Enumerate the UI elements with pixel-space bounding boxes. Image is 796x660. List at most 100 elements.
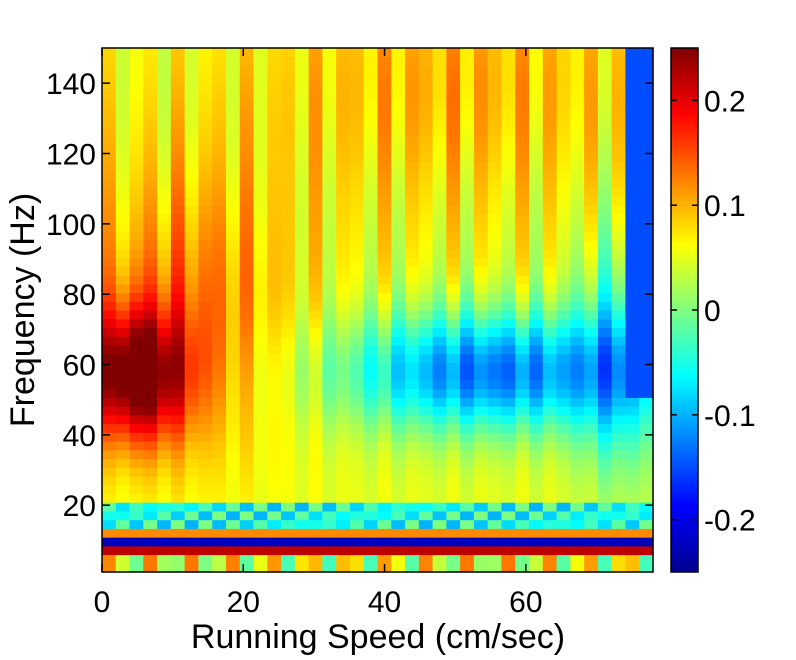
- heatmap-cell: [198, 213, 213, 224]
- heatmap-cell: [460, 502, 475, 512]
- heatmap-cell: [184, 510, 200, 521]
- heatmap-cell: [157, 362, 172, 372]
- heatmap-cell: [143, 327, 158, 337]
- heatmap-cell: [611, 449, 627, 460]
- heatmap-cell: [267, 484, 282, 494]
- heatmap-cell: [460, 213, 475, 224]
- heatmap-cell: [597, 82, 613, 93]
- heatmap-cell: [184, 205, 200, 215]
- heatmap-cell: [308, 467, 323, 477]
- heatmap-cell: [446, 109, 461, 119]
- heatmap-cell: [515, 545, 530, 556]
- heatmap-cell: [253, 502, 268, 512]
- heatmap-cell: [308, 519, 323, 529]
- heatmap-cell: [405, 161, 420, 171]
- heatmap-cell: [611, 423, 627, 433]
- heatmap-cell: [115, 484, 131, 494]
- heatmap-cell: [487, 240, 503, 250]
- heatmap-cell: [349, 126, 365, 136]
- heatmap-cell: [143, 563, 158, 573]
- heatmap-cell: [446, 467, 461, 477]
- heatmap-cell: [363, 475, 379, 486]
- heatmap-cell: [611, 554, 627, 564]
- heatmap-cell: [170, 510, 186, 521]
- heatmap-cell: [129, 318, 144, 329]
- heatmap-cell: [198, 318, 213, 329]
- heatmap-cell: [170, 554, 186, 564]
- heatmap-cell: [336, 371, 351, 381]
- heatmap-cell: [336, 318, 351, 329]
- heatmap-cell: [363, 196, 379, 206]
- heatmap-cell: [460, 318, 475, 329]
- heatmap-cell: [294, 528, 310, 538]
- heatmap-cell: [405, 528, 420, 538]
- heatmap-cell: [405, 397, 420, 407]
- heatmap-cell: [432, 537, 447, 547]
- heatmap-cell: [267, 100, 282, 110]
- heatmap-cell: [446, 545, 461, 556]
- heatmap-cell: [198, 388, 213, 398]
- heatmap-cell: [611, 117, 627, 128]
- heatmap-cell: [157, 493, 172, 503]
- heatmap-cell: [625, 458, 640, 468]
- heatmap-cell: [377, 510, 392, 521]
- heatmap-cell: [322, 423, 337, 433]
- heatmap-cell: [308, 493, 323, 503]
- heatmap-cell: [418, 231, 434, 241]
- heatmap-cell: [487, 318, 503, 329]
- heatmap-cell: [570, 493, 585, 503]
- heatmap-cell: [157, 423, 172, 433]
- heatmap-cell: [349, 327, 365, 337]
- heatmap-cell: [460, 414, 475, 425]
- heatmap-cell: [625, 74, 640, 84]
- heatmap-cell: [225, 117, 241, 128]
- heatmap-cell: [639, 310, 654, 320]
- heatmap-cell: [529, 510, 544, 521]
- heatmap-cell: [308, 475, 323, 486]
- heatmap-cell: [529, 205, 544, 215]
- heatmap-cell: [336, 563, 351, 573]
- heatmap-cell: [336, 144, 351, 154]
- heatmap-cell: [170, 100, 186, 110]
- heatmap-cell: [446, 257, 461, 267]
- heatmap-cell: [377, 126, 392, 136]
- heatmap-cell: [115, 388, 131, 398]
- heatmap-cell: [198, 266, 213, 276]
- heatmap-cell: [115, 152, 131, 163]
- heatmap-cell: [184, 406, 200, 416]
- heatmap-cell: [418, 117, 434, 128]
- heatmap-cell: [253, 510, 268, 521]
- heatmap-cell: [253, 423, 268, 433]
- heatmap-cell: [639, 432, 654, 442]
- heatmap-cell: [170, 240, 186, 250]
- heatmap-cell: [363, 82, 379, 93]
- heatmap-cell: [253, 344, 268, 355]
- heatmap-cell: [639, 537, 654, 547]
- heatmap-cell: [253, 48, 268, 58]
- heatmap-cell: [102, 423, 117, 433]
- heatmap-cell: [570, 240, 585, 250]
- heatmap-cell: [198, 441, 213, 451]
- heatmap-cell: [391, 135, 406, 145]
- heatmap-cell: [322, 388, 337, 398]
- heatmap-cell: [418, 213, 434, 224]
- heatmap-cell: [625, 432, 640, 442]
- heatmap-cell: [308, 100, 323, 110]
- heatmap-cell: [129, 484, 144, 494]
- heatmap-cell: [487, 126, 503, 136]
- heatmap-cell: [584, 441, 599, 451]
- heatmap-cell: [115, 283, 131, 294]
- heatmap-cell: [570, 82, 585, 93]
- heatmap-cell: [391, 449, 406, 460]
- heatmap-cell: [597, 484, 613, 494]
- heatmap-cell: [584, 467, 599, 477]
- heatmap-cell: [184, 91, 200, 101]
- heatmap-cell: [405, 519, 420, 529]
- heatmap-cell: [542, 502, 558, 512]
- heatmap-cell: [611, 231, 627, 241]
- heatmap-cell: [267, 161, 282, 171]
- heatmap-cell: [487, 117, 503, 128]
- heatmap-cell: [446, 170, 461, 180]
- heatmap-cell: [184, 292, 200, 302]
- heatmap-cell: [322, 56, 337, 67]
